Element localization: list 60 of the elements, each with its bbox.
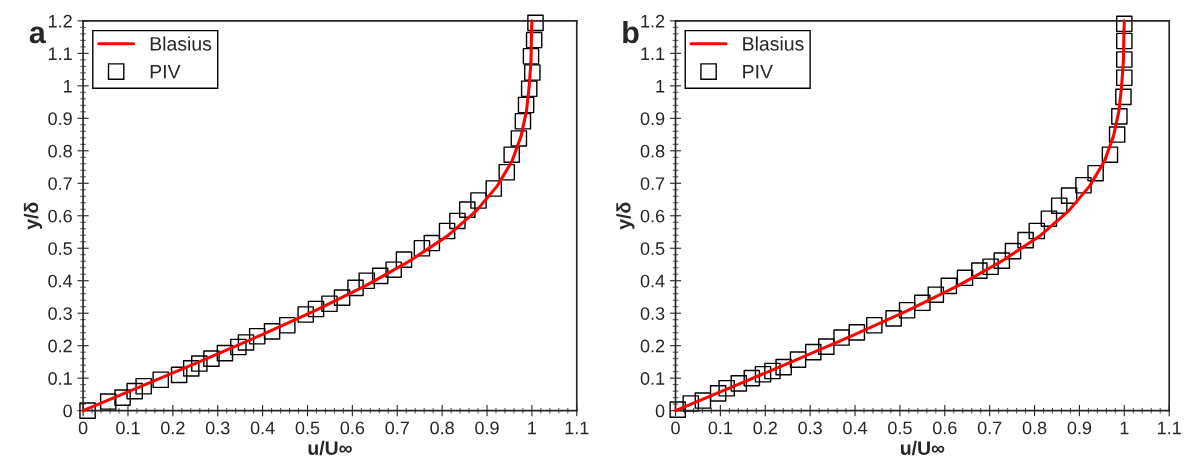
y-tick-label: 0.5 — [640, 242, 665, 255]
x-tick-label: 0 — [78, 421, 88, 435]
x-axis-title: u/U∞ — [900, 440, 945, 456]
chart-title: a — [29, 26, 46, 44]
y-tick-label: 0.4 — [640, 274, 665, 288]
x-tick-label: 0.5 — [888, 421, 912, 435]
x-tick-label: 0.3 — [798, 421, 822, 435]
y-tick-label: 0.2 — [48, 339, 72, 353]
x-tick-label: 1 — [1120, 421, 1129, 435]
y-tick-label: 0.9 — [48, 112, 72, 126]
legend-label: Blasius — [743, 36, 804, 51]
y-tick-label: 0.6 — [640, 209, 665, 223]
x-tick-label: 0.5 — [295, 421, 320, 435]
x-tick-label: 0.9 — [1067, 421, 1092, 435]
x-tick-label: 0.1 — [708, 421, 733, 435]
y-tick-label: 0.6 — [48, 209, 72, 223]
y-tick-label: 0 — [63, 404, 72, 418]
legend-label: PIV — [743, 65, 773, 79]
y-tick-label: 0.8 — [640, 144, 665, 158]
y-axis-title: y/δ — [23, 202, 43, 230]
y-tick-label: 1.2 — [641, 14, 665, 28]
x-tick-label: 0.4 — [843, 421, 868, 435]
x-axis-title: u/U∞ — [308, 440, 352, 456]
x-tick-label: 1.1 — [1158, 421, 1181, 435]
y-tick-label: 1.1 — [48, 47, 72, 60]
x-tick-label: 0.6 — [340, 421, 365, 435]
chart-title: b — [623, 20, 639, 44]
legend-label: PIV — [150, 65, 181, 79]
y-tick-label: 0.9 — [640, 112, 665, 126]
y-tick-label: 0.1 — [640, 372, 665, 385]
x-tick-label: 0 — [671, 421, 680, 435]
x-tick-label: 0.3 — [205, 421, 230, 435]
y-tick-label: 0.8 — [48, 144, 72, 158]
x-tick-label: 0.7 — [977, 421, 1002, 435]
x-tick-label: 0.4 — [250, 421, 275, 435]
y-tick-label: 1.1 — [641, 47, 665, 60]
y-tick-label: 0.1 — [48, 372, 72, 385]
y-tick-label: 0 — [655, 404, 665, 418]
y-tick-label: 0.2 — [640, 339, 665, 353]
y-tick-label: 1.2 — [48, 14, 72, 28]
x-tick-label: 1.1 — [565, 421, 589, 435]
y-tick-label: 0.3 — [640, 307, 665, 320]
y-tick-label: 0.7 — [48, 177, 72, 190]
y-tick-label: 1 — [64, 79, 72, 93]
x-tick-label: 0.2 — [753, 421, 777, 435]
y-tick-label: 0.3 — [48, 307, 72, 320]
x-tick-label: 0.9 — [475, 421, 499, 435]
x-tick-label: 1 — [528, 421, 537, 435]
y-axis-title: y/δ — [616, 202, 635, 230]
x-tick-label: 0.2 — [161, 421, 185, 435]
y-tick-label: 0.5 — [48, 242, 72, 255]
y-tick-label: 0.7 — [640, 177, 665, 190]
x-tick-label: 0.1 — [116, 421, 140, 435]
y-tick-label: 1 — [656, 79, 665, 93]
x-tick-label: 0.8 — [1022, 421, 1047, 435]
y-tick-label: 0.4 — [48, 274, 73, 288]
legend-label: Blasius — [150, 36, 212, 51]
x-tick-label: 0.8 — [430, 421, 454, 435]
x-tick-label: 0.6 — [932, 421, 957, 435]
x-tick-label: 0.7 — [385, 421, 409, 435]
